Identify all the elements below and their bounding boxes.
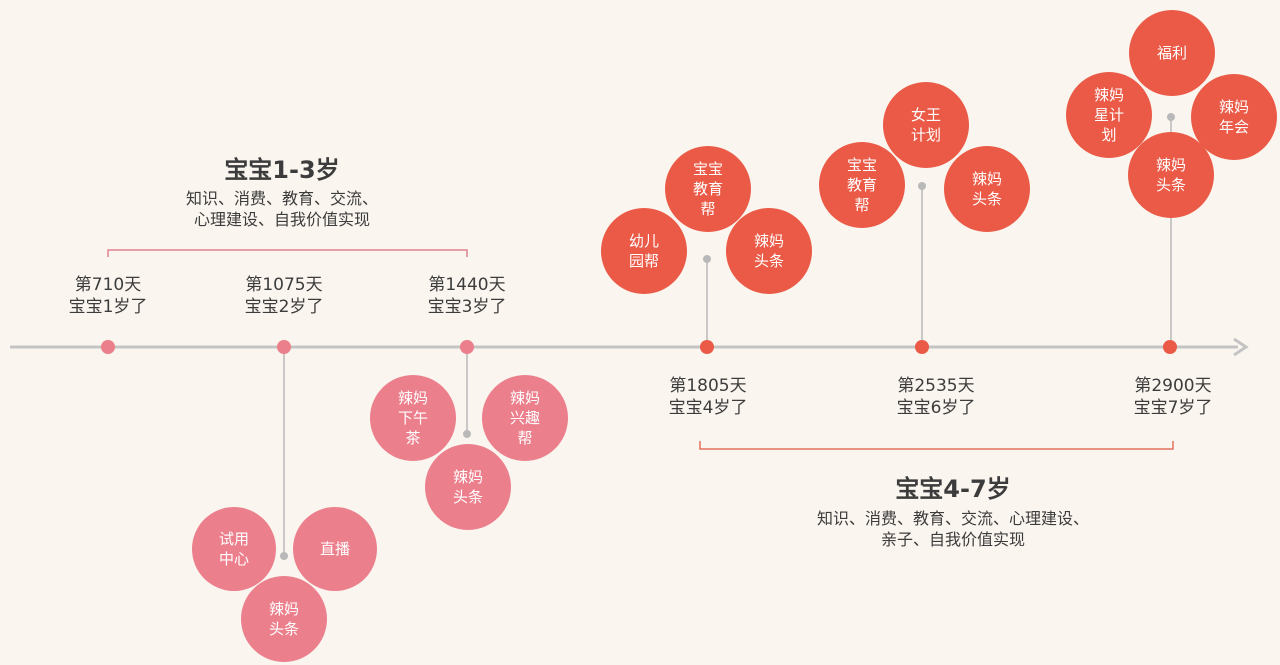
- period-2-bracket: [699, 441, 1174, 450]
- connector-dot-1805: [703, 255, 711, 263]
- bubble-lama-headlines: 辣妈 头条: [241, 576, 327, 662]
- period-2-description: 知识、消费、教育、交流、心理建设、 亲子、自我价值实现: [816, 509, 1089, 549]
- period-1-bracket: [107, 249, 468, 257]
- connector-dot-1440: [463, 430, 471, 438]
- bubble-lama-interest-group: 辣妈 兴趣 帮: [482, 375, 568, 461]
- milestone-dot-710: [101, 340, 115, 354]
- period-1-title: 宝宝1-3岁: [224, 156, 340, 184]
- milestone-dot-2535: [915, 340, 929, 354]
- connector-dot-2535: [918, 182, 926, 190]
- connector-dot-2900: [1167, 113, 1175, 121]
- period-1-description: 知识、消费、教育、交流、 心理建设、自我价值实现: [185, 189, 378, 229]
- milestone-dot-1075: [277, 340, 291, 354]
- milestone-label-1440: 第1440天 宝宝3岁了: [427, 275, 507, 317]
- period-2-title: 宝宝4-7岁: [895, 475, 1011, 503]
- bubble-welfare: 福利: [1129, 10, 1215, 96]
- bubble-lama-headlines: 辣妈 头条: [726, 208, 812, 294]
- bubble-lama-headlines: 辣妈 头条: [944, 146, 1030, 232]
- milestone-label-2535: 第2535天 宝宝6岁了: [896, 376, 976, 418]
- milestone-label-2900: 第2900天 宝宝7岁了: [1133, 376, 1213, 418]
- milestone-label-710: 第710天 宝宝1岁了: [68, 275, 148, 317]
- bubble-queen-plan: 女王 计划: [883, 82, 969, 168]
- bubble-lama-annual-meeting: 辣妈 年会: [1191, 74, 1277, 160]
- bubble-lama-afternoon-tea: 辣妈 下午 茶: [370, 375, 456, 461]
- bubble-baby-education-group: 宝宝 教育 帮: [665, 146, 751, 232]
- milestone-dot-1440: [460, 340, 474, 354]
- milestone-dot-1805: [700, 340, 714, 354]
- bubble-kindergarten-group: 幼儿 园帮: [601, 208, 687, 294]
- bubble-trial-center: 试用 中心: [192, 507, 276, 591]
- connector-dot-1075: [280, 552, 288, 560]
- bubble-lama-headlines: 辣妈 头条: [1128, 132, 1214, 218]
- milestone-dot-2900: [1163, 340, 1177, 354]
- bubble-lama-star-plan: 辣妈 星计 划: [1066, 72, 1152, 158]
- timeline-arrow-head: [1233, 337, 1249, 357]
- milestone-label-1075: 第1075天 宝宝2岁了: [244, 275, 324, 317]
- bubble-live-stream: 直播: [293, 507, 377, 591]
- milestone-label-1805: 第1805天 宝宝4岁了: [668, 376, 748, 418]
- bubble-baby-education-group: 宝宝 教育 帮: [819, 142, 905, 228]
- bubble-lama-headlines: 辣妈 头条: [425, 444, 511, 530]
